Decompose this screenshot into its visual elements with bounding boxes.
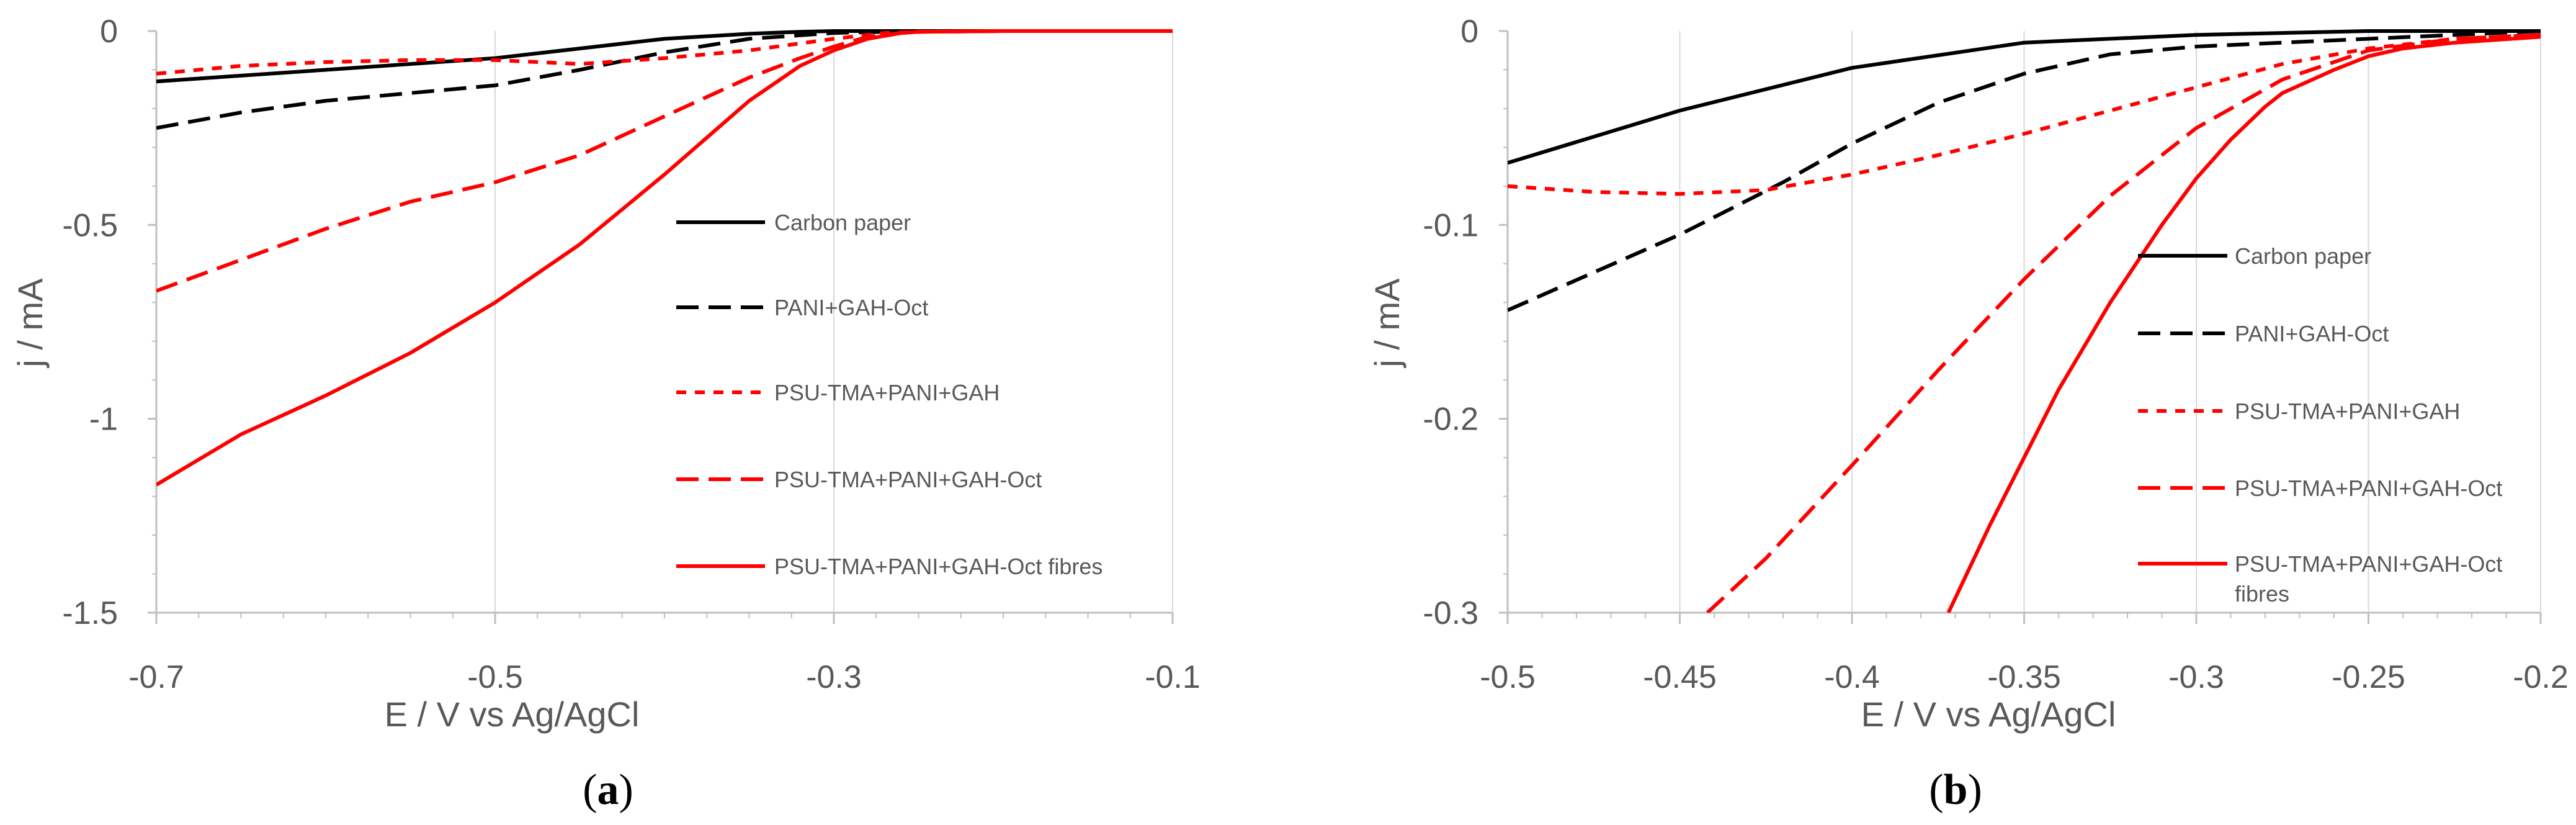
- panel-b-y-axis-title: j / mA: [1367, 278, 1407, 369]
- panel-b-x-axis-title: E / V vs Ag/AgCl: [1861, 695, 2116, 734]
- panel-a-legend: Carbon paper PANI+GAH-Oct PSU-TMA+PANI+G…: [676, 210, 1102, 579]
- panel-a-legend-entry: PANI+GAH-Oct: [774, 295, 928, 320]
- panel-b-x-tick-label: -0.5: [1480, 659, 1536, 695]
- panel-b-x-tick-label: -0.25: [2332, 659, 2405, 695]
- panel-b-series-line-2: [1508, 29, 2541, 312]
- panel-a-x-axis-title: E / V vs Ag/AgCl: [385, 695, 640, 734]
- panel-a-y-tick-labels: 0 -0.5 -1 -1.5: [62, 14, 118, 631]
- panel-b-x-tick-label: -0.2: [2513, 659, 2569, 695]
- panel-b-x-tick-label: -0.3: [2168, 659, 2224, 695]
- panel-b-series-line-5: [1946, 35, 2541, 613]
- panel-a-series-lines: [156, 29, 1173, 487]
- panel-b-legend-entry: PSU-TMA+PANI+GAH: [2235, 399, 2460, 424]
- panel-a-y-tick-label: -0.5: [62, 207, 118, 243]
- panel-b-label-open: (: [1929, 766, 1943, 814]
- panel-b-y-tick-label: 0: [1460, 14, 1478, 50]
- panel-b-legend-entry: PSU-TMA+PANI+GAH-Oct: [2235, 476, 2502, 501]
- panel-b-legend: Carbon paper PANI+GAH-Oct PSU-TMA+PANI+G…: [2138, 243, 2502, 606]
- panel-b-x-tick-labels: -0.5 -0.45 -0.4 -0.35 -0.3 -0.25 -0.2: [1480, 659, 2569, 695]
- panel-a-legend-entry: PSU-TMA+PANI+GAH: [774, 380, 1000, 405]
- panel-a-legend-entry: PSU-TMA+PANI+GAH-Oct fibres: [774, 554, 1102, 579]
- panel-b-series-line-1: [1508, 29, 2541, 165]
- panel-b-legend-entry: PSU-TMA+PANI+GAH-Oct fibres: [2235, 551, 2502, 606]
- panel-b-label-letter: b: [1944, 766, 1968, 814]
- panel-a-label-letter: a: [597, 766, 619, 814]
- panel-a-y-tick-label: -1.5: [62, 595, 118, 631]
- panel-b-y-tick-label: -0.2: [1423, 402, 1478, 438]
- panel-b-y-tick-label: -0.3: [1423, 595, 1478, 631]
- panel-a-x-tick-label: -0.5: [467, 659, 523, 695]
- panel-a-x-tick-labels: -0.7 -0.5 -0.3 -0.1: [128, 659, 1201, 695]
- panel-a-tick-marks: [148, 30, 1174, 624]
- panel-a-x-tick-label: -0.1: [1145, 659, 1201, 695]
- panel-b-label-close: ): [1967, 766, 1982, 814]
- panel-b-label: (b): [1929, 766, 1982, 814]
- panel-b-tick-marks: [1499, 30, 2542, 624]
- panel-a-label: (a): [583, 766, 633, 814]
- panel-a-gridlines: [494, 31, 1173, 613]
- panel-b-chart: -0.5 -0.45 -0.4 -0.35 -0.3 -0.25 -0.2 0 …: [1367, 14, 2569, 814]
- panel-a-series-line-2: [156, 29, 1173, 130]
- panel-a-y-tick-label: 0: [100, 14, 118, 50]
- panel-b-series-lines: [1508, 29, 2541, 613]
- panel-b-x-tick-label: -0.45: [1643, 659, 1717, 695]
- panel-a-label-close: ): [619, 766, 633, 814]
- panel-b-x-tick-label: -0.4: [1824, 659, 1880, 695]
- panel-a-label-open: (: [583, 766, 597, 814]
- panel-a-y-tick-label: -1: [89, 402, 118, 438]
- panel-a-x-tick-label: -0.7: [128, 659, 184, 695]
- panel-a-series-line-1: [156, 29, 1173, 84]
- panel-b-series-line-3: [1508, 33, 2541, 196]
- panel-a-legend-entry: Carbon paper: [774, 210, 911, 235]
- panel-a-y-axis-title: j / mA: [11, 278, 50, 369]
- panel-b-legend-entry: Carbon paper: [2235, 243, 2371, 269]
- panel-a-series-line-4: [156, 29, 1173, 293]
- panel-a-series-line-5: [156, 29, 1173, 487]
- panel-b-y-tick-labels: 0 -0.1 -0.2 -0.3: [1423, 14, 1478, 631]
- panel-b-legend-entry: PANI+GAH-Oct: [2235, 321, 2389, 346]
- panel-a-x-tick-label: -0.3: [806, 659, 862, 695]
- panel-a-legend-entry: PSU-TMA+PANI+GAH-Oct: [774, 467, 1042, 492]
- panel-a-chart: -0.7 -0.5 -0.3 -0.1 0 -0.5 -1 -1.5 E / V…: [11, 14, 1201, 814]
- panel-b-y-tick-label: -0.1: [1423, 207, 1478, 243]
- panel-b-x-tick-label: -0.35: [1987, 659, 2061, 695]
- panel-b-gridlines: [1679, 31, 2541, 613]
- panel-b-series-line-4: [1706, 33, 2541, 613]
